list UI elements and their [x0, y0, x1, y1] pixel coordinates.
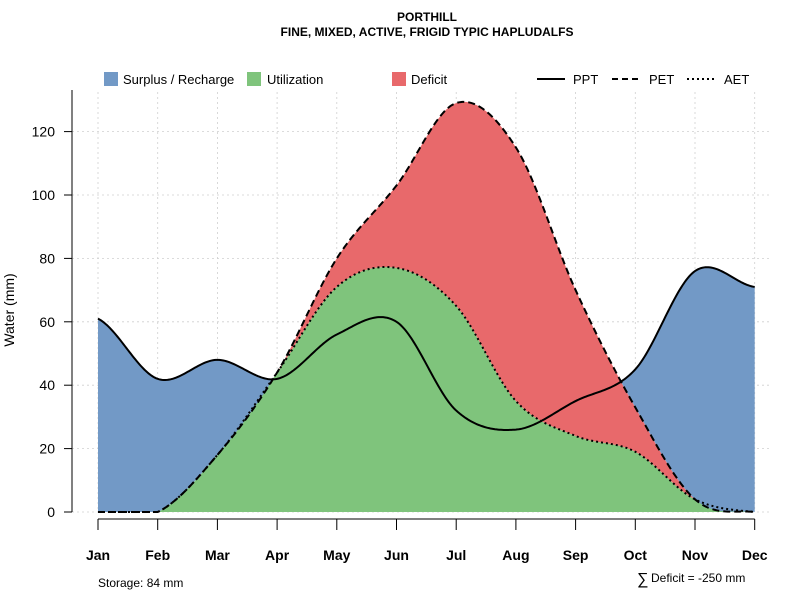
- legend-label-deficit: Deficit: [411, 72, 448, 87]
- legend-label-aet: AET: [724, 72, 749, 87]
- aet-series-line: [98, 266, 755, 513]
- ppt-series-line: [97, 266, 755, 431]
- legend-label-ppt: PPT: [573, 72, 598, 87]
- legend-swatch-utilization: [247, 72, 261, 86]
- storage-annotation: Storage: 84 mm: [98, 576, 183, 590]
- deficit-sum-symbol: ∑: [637, 571, 648, 588]
- x-tick-label-aug: Aug: [502, 547, 529, 563]
- x-tick-label-jun: Jun: [384, 547, 409, 563]
- legend-label-surplus: Surplus / Recharge: [123, 72, 234, 87]
- deficit-annotation: Deficit = -250 mm: [651, 571, 745, 585]
- legend-label-utilization: Utilization: [267, 72, 323, 87]
- legend-label-pet: PET: [649, 72, 674, 87]
- x-tick-label-mar: Mar: [205, 547, 230, 563]
- deficit-area: [278, 101, 694, 499]
- chart-legend: Surplus / Recharge Utilization Deficit P…: [104, 72, 749, 87]
- line-layer: [97, 100, 755, 513]
- legend-swatch-surplus: [104, 72, 118, 86]
- x-tick-label-apr: Apr: [265, 547, 290, 563]
- x-tick-label-dec: Dec: [742, 547, 768, 563]
- legend-swatch-deficit: [392, 72, 406, 86]
- axis-layer: 0 20 40 60 80 100 120 Jan Feb Mar Apr May Jun Jul Aug S…: [32, 90, 768, 563]
- x-tick-label-nov: Nov: [682, 547, 709, 563]
- y-axis-label: Water (mm): [1, 273, 17, 346]
- x-tick-label-jul: Jul: [446, 547, 466, 563]
- y-tick-label-4: 80: [39, 250, 55, 266]
- x-tick-label-feb: Feb: [145, 547, 170, 563]
- chart-subtitle: FINE, MIXED, ACTIVE, FRIGID TYPIC HAPLUD…: [281, 25, 574, 39]
- utilization-area: [159, 267, 754, 512]
- x-tick-label-may: May: [323, 547, 350, 563]
- y-tick-label-0: 0: [47, 504, 55, 520]
- x-tick-label-oct: Oct: [624, 547, 648, 563]
- chart-title: PORTHILL: [397, 10, 457, 24]
- y-tick-label-1: 20: [39, 441, 55, 457]
- pet-series-line: [98, 100, 755, 513]
- surplus-area: [98, 267, 755, 512]
- area-layer: [98, 101, 755, 512]
- y-tick-label-2: 40: [39, 377, 55, 393]
- x-tick-label-sep: Sep: [563, 547, 589, 563]
- y-tick-label-3: 60: [39, 314, 55, 330]
- x-tick-label-jan: Jan: [86, 547, 110, 563]
- y-tick-label-5: 100: [32, 187, 56, 203]
- y-tick-label-6: 120: [32, 124, 56, 140]
